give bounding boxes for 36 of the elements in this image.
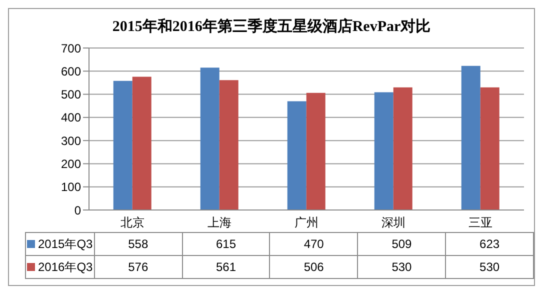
bar [113, 80, 132, 210]
y-tick-label: 300 [60, 134, 82, 148]
y-tick-label: 600 [60, 64, 82, 78]
bar [219, 80, 238, 210]
data-label: 509 [358, 232, 446, 256]
data-label: 530 [446, 256, 534, 278]
data-label: 623 [446, 232, 534, 256]
data-label: 558 [94, 232, 182, 256]
data-label: 561 [182, 256, 270, 278]
bar [393, 87, 412, 210]
y-tick-label: 500 [60, 88, 82, 102]
bar [132, 76, 152, 210]
y-tick-label: 400 [60, 110, 82, 125]
bar [306, 92, 326, 210]
x-tick-label: 深圳 [382, 216, 406, 230]
data-label: 506 [270, 256, 358, 278]
bar [374, 92, 394, 210]
bar [287, 101, 306, 210]
x-tick-label: 北京 [120, 216, 144, 230]
data-label: 530 [358, 256, 446, 278]
bar [480, 87, 500, 210]
x-tick-label: 广州 [294, 216, 318, 230]
data-label: 470 [270, 232, 358, 256]
bar [461, 66, 480, 210]
y-tick-label: 200 [60, 156, 82, 171]
bar [200, 68, 220, 210]
x-tick-label: 三亚 [468, 216, 492, 230]
y-tick-label: 700 [60, 41, 82, 56]
y-tick-label: 100 [60, 180, 82, 194]
data-label: 615 [182, 232, 270, 256]
data-label: 576 [94, 256, 182, 278]
chart-title: 2015年和2016年第三季度五星级酒店RevPar对比 [111, 17, 432, 37]
x-tick-label: 上海 [208, 216, 232, 230]
legend-label: 2015年Q3 [26, 232, 94, 256]
y-tick-label: 0 [74, 203, 82, 218]
legend-label: 2016年Q3 [26, 256, 94, 278]
